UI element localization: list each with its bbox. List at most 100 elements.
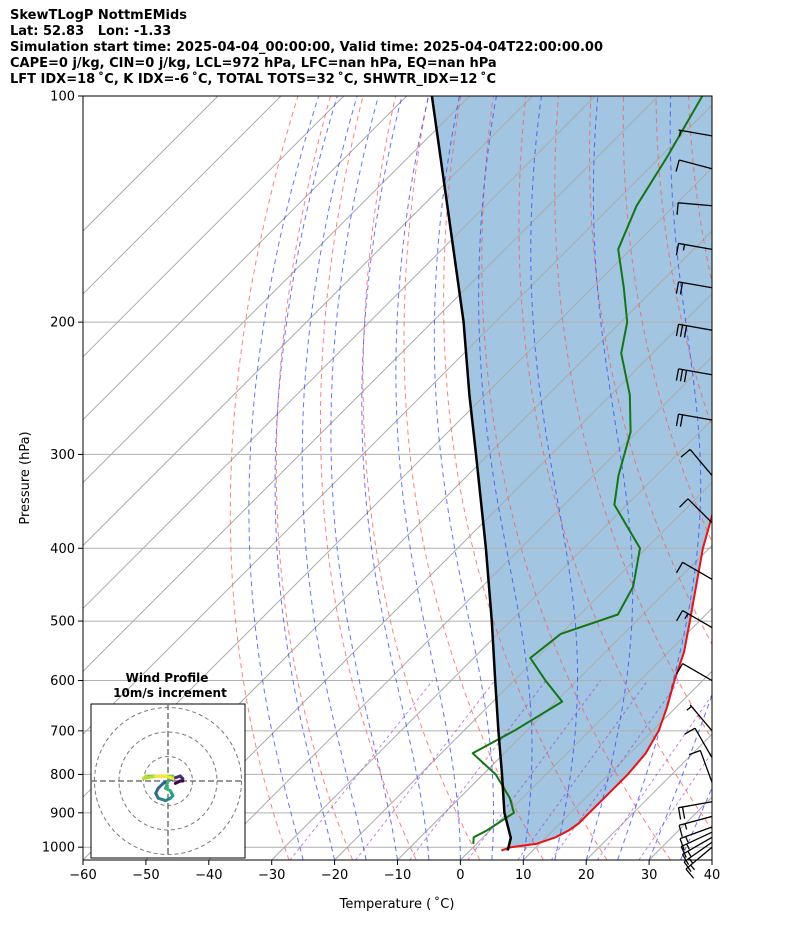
y-tick-label: 800 (50, 768, 75, 783)
x-tick-label: −60 (69, 868, 96, 883)
x-tick-label: −20 (321, 868, 348, 883)
hodograph-subtitle: 10m/s increment (113, 686, 227, 700)
moist-adiabat-line (395, 96, 461, 860)
moist-adiabat-line (585, 96, 634, 860)
isotherm-line (83, 96, 408, 421)
y-tick-label: 500 (50, 615, 75, 630)
dry-adiabat-line (622, 96, 712, 544)
y-tick-label: 700 (50, 724, 75, 739)
wind-barb (683, 841, 713, 872)
x-axis-label: Temperature ( ˚C) (339, 896, 455, 912)
indices-line-1: CAPE=0 j/kg, CIN=0 j/kg, LCL=972 hPa, LF… (10, 56, 497, 71)
isotherm-line (83, 96, 596, 610)
isotherm-line (522, 670, 712, 860)
chart-title: SkewTLogP NottmEMids (10, 8, 188, 23)
indices-line-2: LFT IDX=18 ˚C, K IDX=-6 ˚C, TOTAL TOTS=3… (10, 72, 497, 87)
mixing-ratio-line (409, 680, 547, 860)
x-tick-label: −30 (258, 868, 285, 883)
dry-adiabat-line (229, 96, 299, 860)
y-tick-label: 100 (50, 90, 75, 105)
x-tick-label: 10 (515, 868, 532, 883)
wind-barb (681, 836, 713, 865)
wind-barbs (675, 129, 713, 879)
x-tick-label: 40 (704, 868, 721, 883)
dry-adiabat-line (320, 96, 417, 860)
y-axis-label: Pressure (hPa) (18, 431, 33, 524)
dry-adiabat-line (518, 96, 712, 831)
y-tick-label: 1000 (42, 841, 75, 856)
x-tick-label: 20 (578, 868, 595, 883)
wind-barb (688, 749, 713, 783)
dry-adiabat-line (721, 96, 794, 860)
moist-adiabat-line (248, 96, 320, 860)
x-tick-label: 0 (456, 868, 464, 883)
y-tick-label: 300 (50, 448, 75, 463)
mixing-ratio-line (550, 680, 680, 860)
moist-adiabat-line (301, 96, 367, 860)
isotherm-line (83, 96, 533, 547)
moist-adiabat-line (478, 96, 533, 860)
mixing-ratio-line (289, 680, 434, 860)
wind-barb (678, 129, 713, 137)
dry-adiabat-line (362, 96, 481, 860)
plot-area (83, 96, 794, 860)
wind-barb (675, 242, 713, 256)
wind-barb (675, 413, 713, 427)
series-parcel-line (430, 96, 513, 851)
mixing-ratio-line (467, 680, 601, 860)
moist-adiabat-line (274, 96, 338, 860)
hodograph-body (91, 704, 245, 858)
isotherm-line (83, 96, 345, 358)
dry-adiabat-line (754, 96, 794, 860)
dry-adiabat-line (403, 96, 544, 860)
location-line: Lat: 52.83 Lon: -1.33 (10, 24, 172, 39)
wind-barb (678, 815, 713, 837)
isotherm-line (145, 293, 712, 860)
axes: −60 −50 −40 −30 −20 −10 0 10 20 30 40 100 200 300 400 5… (42, 90, 720, 884)
dry-adiabat-line (786, 96, 794, 860)
moist-adiabat-line (433, 96, 494, 860)
wind-barb (677, 801, 713, 820)
x-tick-label: −10 (384, 868, 411, 883)
time-line: Simulation start time: 2025-04-04_00:00:… (10, 40, 603, 55)
wind-barb (680, 831, 713, 858)
mixing-ratio-line (355, 680, 496, 860)
dry-adiabat-line (481, 96, 672, 860)
wind-barb (679, 826, 713, 851)
moist-adiabat-line (617, 96, 702, 860)
x-tick-label: −40 (195, 868, 222, 883)
hodograph-title: Wind Profile (126, 671, 209, 685)
wind-barb (686, 704, 713, 732)
dry-adiabat-line (554, 96, 712, 740)
wind-barb (680, 448, 713, 476)
y-tick-label: 900 (50, 806, 75, 821)
isotherm-line (334, 481, 712, 860)
wind-barb (675, 662, 713, 682)
wind-barb (685, 846, 713, 879)
wind-barb (675, 609, 713, 629)
mixing-ratio-line (517, 680, 649, 860)
series-dewpoint-line (471, 96, 704, 844)
dry-adiabat-line (589, 96, 712, 646)
wind-barb (675, 368, 713, 383)
isotherm-line (83, 96, 219, 232)
moist-adiabat-line (711, 858, 712, 860)
chart-header: SkewTLogP NottmEMids Lat: 52.83 Lon: -1.… (10, 8, 603, 88)
isotherm-line (83, 96, 282, 295)
isotherm-line (397, 544, 712, 860)
isotherm-line (271, 418, 712, 860)
dry-adiabat-line (688, 96, 712, 285)
hodograph-trace-segment (164, 774, 175, 781)
hodograph-trace-segment (142, 774, 158, 781)
x-tick-label: −50 (132, 868, 159, 883)
hodograph-inset: Wind Profile 10m/s increment (90, 671, 246, 859)
moist-adiabat-line (361, 96, 430, 860)
y-tick-label: 200 (50, 316, 75, 331)
wind-barb (675, 323, 713, 338)
mixing-ratio-line (596, 694, 712, 860)
wind-barb (675, 159, 713, 172)
isotherm-line (711, 859, 712, 860)
wind-barb (675, 561, 713, 580)
dry-adiabat-line (275, 96, 354, 860)
